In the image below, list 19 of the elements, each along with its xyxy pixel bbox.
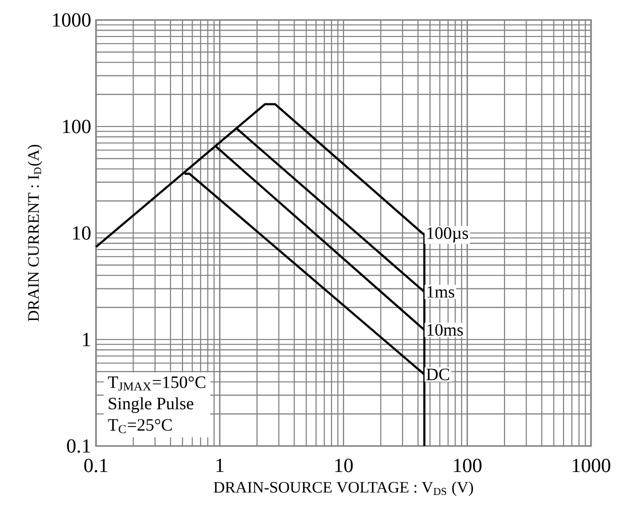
y-tick-label: 100 bbox=[63, 120, 91, 134]
series-label: DC bbox=[426, 368, 450, 380]
y-tick-label: 10 bbox=[73, 226, 91, 240]
annotation: T$_{C}$=25°C bbox=[108, 419, 172, 434]
annotation: Single Pulse bbox=[108, 397, 194, 413]
series-label: 10ms bbox=[427, 324, 463, 336]
x-tick-label: 0.1 bbox=[84, 458, 108, 472]
y-tick-label: 1 bbox=[83, 332, 90, 346]
x-tick-label: 10 bbox=[335, 458, 353, 472]
series-label: 1ms bbox=[427, 286, 454, 298]
x-tick-label: 100 bbox=[454, 458, 482, 472]
x-tick-label: 1000 bbox=[572, 458, 610, 472]
series-label: 100µs bbox=[427, 227, 468, 242]
y-tick-label: 1000 bbox=[53, 13, 91, 27]
y-tick-label: 0.1 bbox=[67, 439, 90, 453]
y-axis-title: DRAIN CURRENT : I$_{D}$(A) bbox=[28, 144, 42, 322]
x-tick-label: 1 bbox=[216, 458, 224, 472]
annotation: T$_{JMAX}$=150°C bbox=[108, 376, 206, 391]
x-axis-title: DRAIN-SOURCE VOLTAGE : V$_{DS}$ (V) bbox=[214, 481, 473, 496]
